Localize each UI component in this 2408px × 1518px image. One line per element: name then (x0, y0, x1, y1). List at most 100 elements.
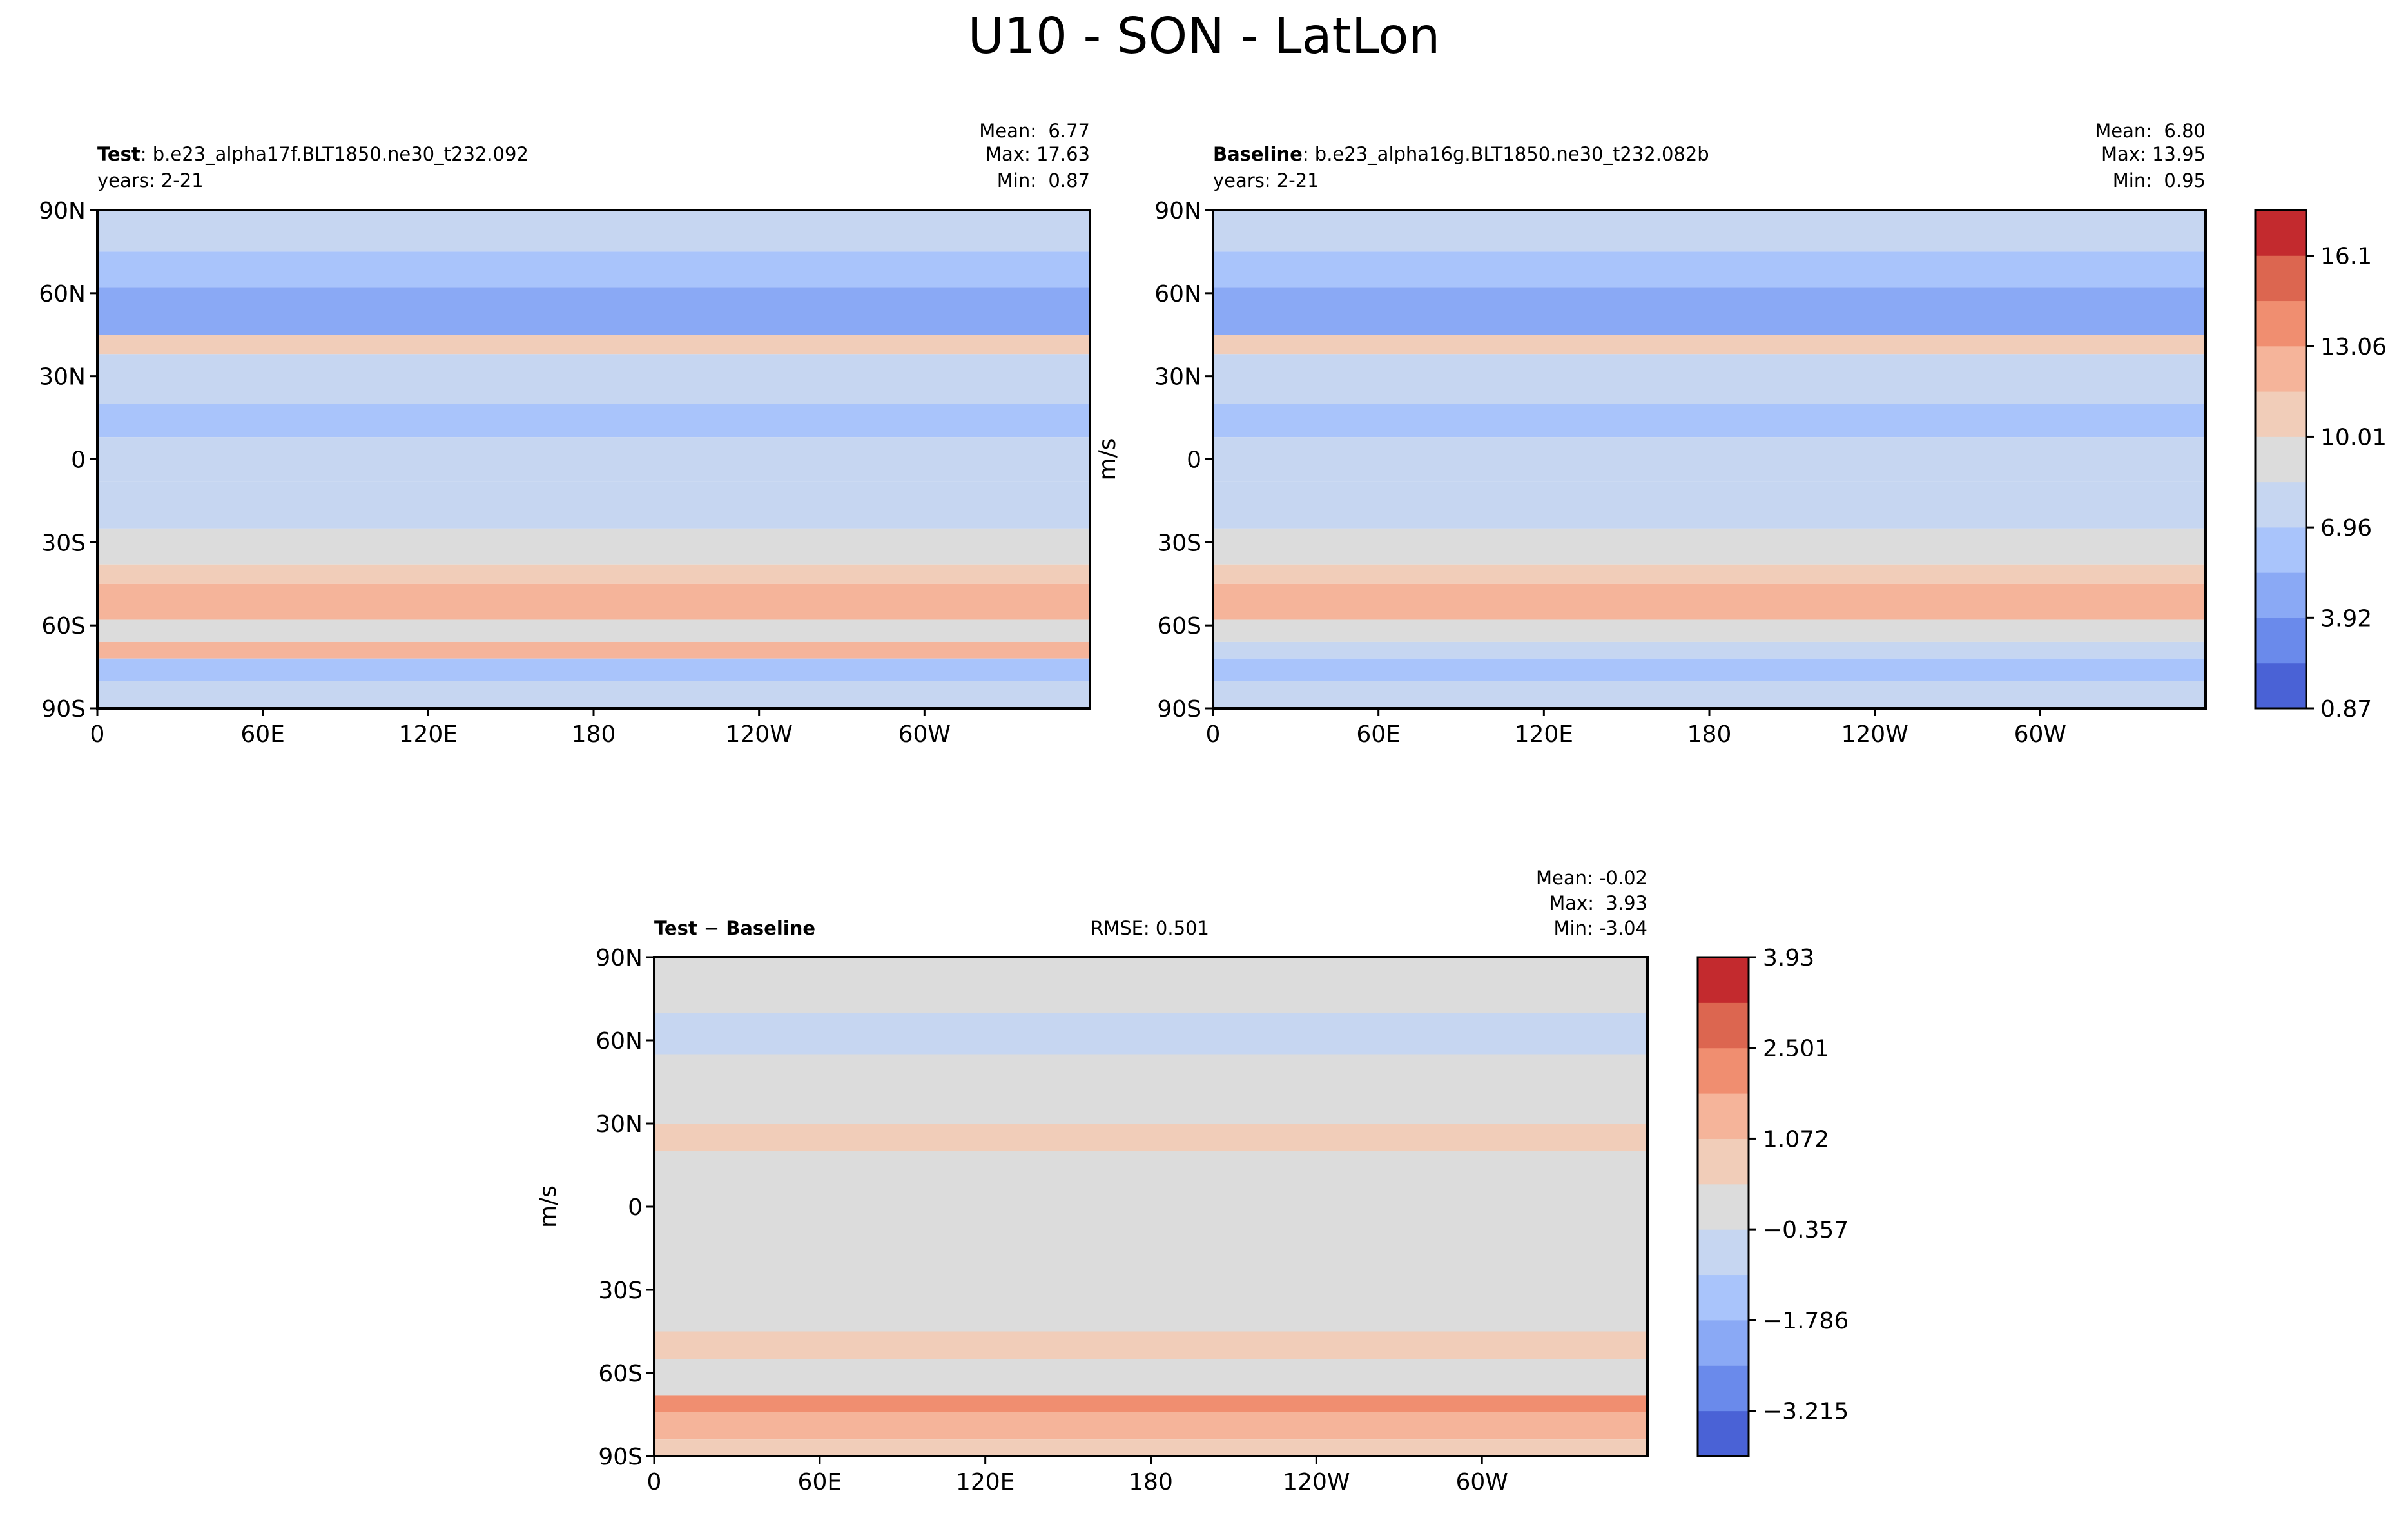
field-band (1213, 658, 2206, 681)
field-band (654, 1439, 1647, 1456)
field-band (1213, 437, 2206, 482)
panel-stat: Max: 3.93 (1549, 892, 1647, 914)
y-tick-label: 30N (1154, 364, 1201, 391)
colorbar-tick-label: 6.96 (2320, 515, 2372, 541)
colorbar-band (2255, 255, 2306, 302)
field-band (97, 658, 1090, 681)
field-band (97, 335, 1090, 355)
field-band (1213, 564, 2206, 584)
panel-title-case: : b.e23_alpha17f.BLT1850.ne30_t232.092 (141, 143, 529, 165)
field-band (97, 210, 1090, 252)
x-tick-label: 60E (240, 721, 285, 748)
x-tick-label: 120W (726, 721, 793, 748)
colorbar-tick-label: 0.87 (2320, 696, 2372, 723)
field-band (97, 681, 1090, 708)
colorbar-band (1698, 1093, 1749, 1139)
colorbar-tick-label: 13.06 (2320, 334, 2387, 360)
colorbar-band (2255, 572, 2306, 618)
x-tick-label: 0 (1206, 721, 1221, 748)
y-tick-label: 90N (1154, 198, 1201, 224)
colorbar-band (1698, 957, 1749, 1003)
colorbar-tick-label: −3.215 (1763, 1399, 1849, 1425)
x-tick-label: 0 (647, 1469, 662, 1495)
colorbar-band (1698, 1047, 1749, 1094)
field-band (654, 1013, 1647, 1055)
colorbar-tick-label: 10.01 (2320, 424, 2387, 451)
x-tick-label: 120W (1283, 1469, 1350, 1495)
panel-annotation: RMSE: 0.501 (1091, 917, 1209, 939)
colorbar-band (2255, 618, 2306, 664)
field-band (1213, 641, 2206, 659)
field-band (1213, 681, 2206, 708)
x-tick-label: 120E (399, 721, 458, 748)
panel-stat: Min: 0.87 (997, 170, 1090, 191)
colorbar-band (2255, 663, 2306, 709)
colorbar-band (1698, 1365, 1749, 1412)
y-tick-label: 60S (598, 1361, 643, 1387)
panel-title-bold: Test (97, 143, 141, 165)
x-tick-label: 120E (1515, 721, 1573, 748)
colorbar-band (1698, 1274, 1749, 1321)
x-tick-label: 180 (1129, 1469, 1173, 1495)
field-band (654, 1124, 1647, 1151)
field-band (97, 564, 1090, 584)
y-tick-label: 60N (596, 1028, 643, 1055)
panel-stat: Max: 13.95 (2101, 143, 2206, 165)
y-tick-label: 0 (71, 447, 86, 474)
colorbar-band (1698, 1229, 1749, 1276)
colorbar-tick-label: 3.92 (2320, 605, 2372, 632)
x-tick-label: 60W (1455, 1469, 1508, 1495)
field-band (1213, 287, 2206, 335)
field-band (1213, 335, 2206, 355)
panel-subtitle: years: 2-21 (1213, 170, 1319, 191)
y-tick-label: 30N (596, 1111, 643, 1138)
y-tick-label: 90S (1157, 696, 1201, 723)
field-band (97, 287, 1090, 335)
colorbar-tick-label: −0.357 (1763, 1217, 1849, 1243)
panel-title: Baseline: b.e23_alpha16g.BLT1850.ne30_t2… (1213, 143, 1709, 165)
panel-subtitle: years: 2-21 (97, 170, 204, 191)
panel-title: Test − Baseline (654, 917, 815, 939)
x-tick-label: 120E (956, 1469, 1015, 1495)
panel-title-bold: Baseline (1213, 143, 1303, 165)
panel-stat: Min: -3.04 (1554, 917, 1647, 939)
y-tick-label: 60N (39, 281, 86, 307)
y-tick-label: 60S (1157, 613, 1201, 639)
field-band (97, 437, 1090, 482)
y-tick-label: 60N (1154, 281, 1201, 307)
field-band (654, 1359, 1647, 1396)
colorbar-band (1698, 1410, 1749, 1457)
y-tick-label: 30S (41, 530, 86, 556)
y-tick-label: 30S (598, 1278, 643, 1304)
x-tick-label: 60E (798, 1469, 842, 1495)
field-band (654, 957, 1647, 1013)
field-band (97, 583, 1090, 620)
x-tick-label: 60W (2014, 721, 2066, 748)
y-tick-label: 90S (598, 1444, 643, 1470)
colorbar-band (2255, 482, 2306, 528)
colorbar-band (1698, 1319, 1749, 1366)
panel-stat: Mean: -0.02 (1536, 867, 1647, 889)
field-band (654, 1151, 1647, 1332)
y-tick-label: 90N (39, 198, 86, 224)
colorbar-tick-label: 1.072 (1763, 1126, 1829, 1153)
colorbar-tick-label: 16.1 (2320, 244, 2372, 270)
colorbar-band (1698, 1138, 1749, 1185)
y-tick-label: 60S (41, 613, 86, 639)
field-band (1213, 619, 2206, 642)
x-tick-label: 0 (90, 721, 105, 748)
y-tick-label: 0 (628, 1194, 643, 1221)
panel-stat: Mean: 6.80 (2095, 120, 2206, 142)
field-band (97, 481, 1090, 529)
x-tick-label: 180 (1687, 721, 1732, 748)
field-band (97, 404, 1090, 438)
y-tick-label: 90S (41, 696, 86, 723)
field-band (654, 1395, 1647, 1412)
x-tick-label: 180 (572, 721, 616, 748)
colorbar-tick-label: 3.93 (1763, 945, 1814, 971)
y-tick-label: 0 (1187, 447, 1201, 474)
panel-stat: Min: 0.95 (2113, 170, 2206, 191)
panel-stat: Mean: 6.77 (979, 120, 1090, 142)
field-band (1213, 583, 2206, 620)
